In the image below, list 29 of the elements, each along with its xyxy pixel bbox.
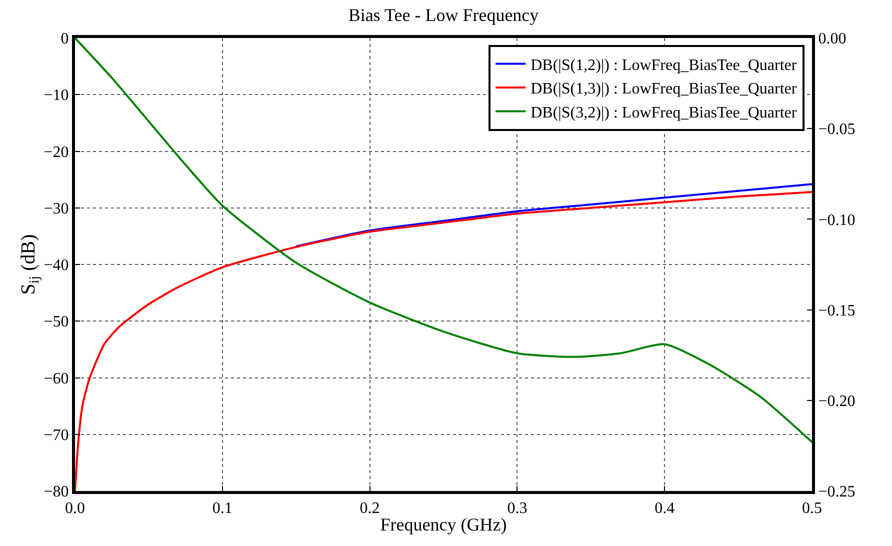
line-series bbox=[75, 191, 812, 491]
x-tick-label: 0.2 bbox=[360, 500, 380, 518]
x-tick-label: 0.0 bbox=[65, 500, 85, 518]
y-tick-label: −10 bbox=[44, 87, 69, 104]
line-series bbox=[295, 183, 812, 248]
y-tick-label: −30 bbox=[44, 200, 69, 218]
y-tick-label: −70 bbox=[44, 426, 69, 444]
x-tick-label: 0.3 bbox=[507, 500, 528, 518]
y-tick-label: −50 bbox=[44, 314, 69, 331]
y2-tick-label: −0.10 bbox=[818, 212, 856, 229]
y-tick-label: −60 bbox=[44, 370, 69, 388]
legend-label: DB(|S(1,2)|) : LowFreq_BiasTee_Quarter bbox=[530, 56, 798, 74]
y2-tick-label: 0.00 bbox=[818, 30, 846, 48]
y-tick-label: −80 bbox=[44, 484, 69, 501]
x-tick-label: 0.4 bbox=[654, 500, 675, 518]
y-tick-label: 0 bbox=[60, 30, 69, 48]
line-series bbox=[75, 38, 812, 444]
y-tick-label: −40 bbox=[44, 257, 69, 274]
y2-tick-label: −0.25 bbox=[818, 484, 856, 501]
x-tick-label: 0.1 bbox=[212, 500, 232, 518]
y2-tick-label: −0.20 bbox=[818, 393, 856, 410]
y2-tick-label: −0.05 bbox=[818, 121, 856, 138]
legend-label: DB(|S(1,3)|) : LowFreq_BiasTee_Quarter bbox=[530, 80, 798, 98]
y-tick-label: −20 bbox=[44, 144, 69, 161]
y2-tick-label: −0.15 bbox=[818, 302, 856, 320]
x-tick-label: 0.5 bbox=[802, 500, 822, 518]
legend-label: DB(|S(3,2)|) : LowFreq_BiasTee_Quarter bbox=[530, 104, 798, 122]
x-axis-title: Frequency (GHz) bbox=[380, 514, 507, 534]
chart-title: Bias Tee - Low Frequency bbox=[348, 4, 539, 25]
